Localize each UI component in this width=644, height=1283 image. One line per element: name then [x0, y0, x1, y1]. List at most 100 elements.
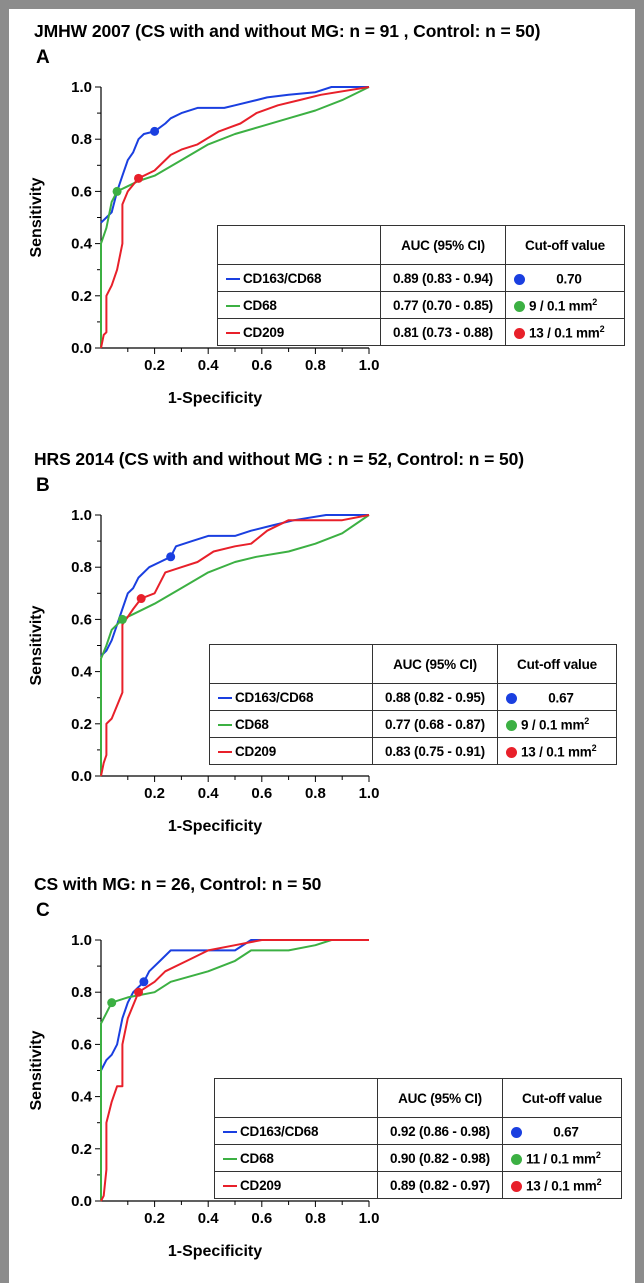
legend-header-cutoff: Cut-off value	[497, 644, 617, 684]
y-tick-label: 0.6	[71, 611, 92, 628]
y-axis-title: Sensitivity	[28, 177, 45, 257]
legend-dot-icon	[506, 747, 517, 759]
legend-cutoff-cell: 13 / 0.1 mm2	[505, 318, 625, 346]
cutoff-point	[139, 977, 149, 987]
legend-line-icon	[218, 723, 232, 726]
legend-row: CD163/CD68 0.92 (0.86 - 0.98) 0.67	[214, 1117, 622, 1145]
legend-auc: 0.77 (0.70 - 0.85)	[380, 291, 506, 319]
legend-marker-cell: CD209	[217, 318, 381, 346]
y-tick-label: 0.8	[71, 559, 92, 576]
legend-table: AUC (95% CI) Cut-off value CD163/CD68 0.…	[214, 1078, 622, 1199]
legend-row: CD163/CD68 0.88 (0.82 - 0.95) 0.67	[209, 683, 617, 711]
legend-row: CD209 0.89 (0.82 - 0.97) 13 / 0.1 mm2	[214, 1171, 622, 1199]
legend-header-row: AUC (95% CI) Cut-off value	[214, 1078, 622, 1118]
legend-line-icon	[223, 1130, 237, 1133]
roc-curve-line	[100, 86, 370, 349]
legend-series-name: CD68	[240, 1150, 274, 1166]
panel-letter: A	[36, 47, 50, 68]
legend-cutoff-unit: 2	[596, 1176, 602, 1187]
legend-header-empty	[214, 1078, 378, 1118]
y-tick-label: 1.0	[71, 507, 92, 524]
x-axis-title: 1-Specificity	[168, 1243, 262, 1260]
y-axis-title: Sensitivity	[28, 605, 45, 685]
legend-row: CD68 0.90 (0.82 - 0.98) 11 / 0.1 mm2	[214, 1144, 622, 1172]
cutoff-point	[117, 614, 127, 624]
y-tick-label: 0.4	[71, 1089, 93, 1106]
legend-series-name: CD209	[235, 743, 277, 759]
legend-cutoff-value: 13 / 0.1 mm	[529, 325, 600, 341]
cutoff-point	[134, 173, 144, 183]
roc-chart: 0.0 0.2 0.4 0.6 0.8 1.0 0.2 0.4 0.6 0.8 1.0 1-Speci…	[28, 932, 380, 1260]
legend-cutoff-value: 13 / 0.1 mm	[521, 744, 592, 760]
panel-a: JMHW 2007 (CS with and without MG: n = 9…	[9, 21, 635, 431]
legend-marker-cell: CD163/CD68	[214, 1117, 378, 1145]
y-tick-label: 0.6	[71, 183, 92, 200]
legend-cutoff-cell: 13 / 0.1 mm2	[497, 737, 617, 765]
x-axis-title: 1-Specificity	[168, 818, 262, 835]
roc-curve-line	[100, 939, 369, 1202]
legend-marker-cell: CD209	[209, 737, 373, 765]
x-tick-label: 0.8	[305, 357, 326, 374]
legend-cutoff-unit: 2	[592, 296, 598, 307]
roc-curve-line	[100, 939, 369, 1071]
legend-auc: 0.83 (0.75 - 0.91)	[372, 737, 498, 765]
legend-line-icon	[226, 331, 240, 334]
cutoff-point	[134, 987, 144, 997]
legend-line-icon	[218, 696, 232, 699]
legend-auc: 0.89 (0.82 - 0.97)	[377, 1171, 503, 1199]
panel-title: JMHW 2007 (CS with and without MG: n = 9…	[34, 21, 541, 41]
legend-auc: 0.92 (0.86 - 0.98)	[377, 1117, 503, 1145]
panel-letter: C	[36, 900, 50, 921]
legend-header-empty	[209, 644, 373, 684]
legend-table: AUC (95% CI) Cut-off value CD163/CD68 0.…	[217, 225, 625, 346]
y-axis-title: Sensitivity	[28, 1030, 45, 1110]
legend-line-icon	[226, 304, 240, 307]
legend-cutoff-value: 0.67	[553, 1124, 579, 1140]
legend-line-icon	[223, 1157, 237, 1160]
legend-cutoff-unit: 2	[584, 715, 590, 726]
legend-header-auc: AUC (95% CI)	[372, 644, 498, 684]
roc-chart: 0.0 0.2 0.4 0.6 0.8 1.0 0.2 0.4 0.6 0.8 1.0 1-Speci…	[28, 507, 379, 835]
y-tick-label: 0.0	[71, 340, 92, 357]
legend-series-name: CD209	[240, 1177, 282, 1193]
legend-row: CD68 0.77 (0.68 - 0.87) 9 / 0.1 mm2	[209, 710, 617, 738]
legend-header-empty	[217, 225, 381, 265]
y-tick-label: 0.0	[71, 1193, 92, 1210]
legend-cutoff-cell: 13 / 0.1 mm2	[502, 1171, 622, 1199]
x-tick-label: 0.2	[144, 357, 165, 374]
x-tick-label: 0.6	[251, 1210, 272, 1227]
roc-curve-line	[100, 514, 370, 777]
y-tick-label: 0.0	[71, 768, 92, 785]
panel-title: CS with MG: n = 26, Control: n = 50	[34, 874, 322, 894]
legend-header-cutoff: Cut-off value	[505, 225, 625, 265]
legend-cutoff-value: 0.70	[556, 271, 582, 287]
legend-dot-icon	[511, 1154, 522, 1166]
cutoff-point	[150, 126, 160, 136]
x-tick-label: 0.2	[144, 1210, 165, 1227]
legend-series-name: CD163/CD68	[235, 689, 314, 705]
legend-table: AUC (95% CI) Cut-off value CD163/CD68 0.…	[209, 644, 617, 765]
legend-dot-icon	[514, 328, 525, 340]
y-tick-label: 0.2	[71, 288, 92, 305]
legend-cutoff-unit: 2	[591, 742, 597, 753]
legend-cutoff-unit: 2	[599, 323, 605, 334]
y-tick-label: 0.8	[71, 984, 92, 1001]
legend-line-icon	[226, 277, 240, 280]
cutoff-point	[136, 594, 146, 604]
x-tick-label: 0.6	[251, 357, 272, 374]
legend-header-row: AUC (95% CI) Cut-off value	[209, 644, 617, 684]
cutoff-point	[112, 186, 122, 196]
legend-header-auc: AUC (95% CI)	[377, 1078, 503, 1118]
legend-cutoff-cell: 0.67	[497, 683, 617, 711]
x-tick-label: 1.0	[359, 1210, 380, 1227]
x-tick-label: 0.4	[198, 1210, 220, 1227]
legend-series-name: CD163/CD68	[240, 1123, 319, 1139]
legend-dot-icon	[514, 274, 525, 286]
y-tick-label: 1.0	[71, 932, 92, 949]
legend-marker-cell: CD68	[217, 291, 381, 319]
x-tick-label: 0.6	[251, 785, 272, 802]
panel-title: HRS 2014 (CS with and without MG : n = 5…	[34, 449, 524, 469]
cutoff-point	[107, 998, 117, 1008]
x-tick-label: 0.2	[144, 785, 165, 802]
